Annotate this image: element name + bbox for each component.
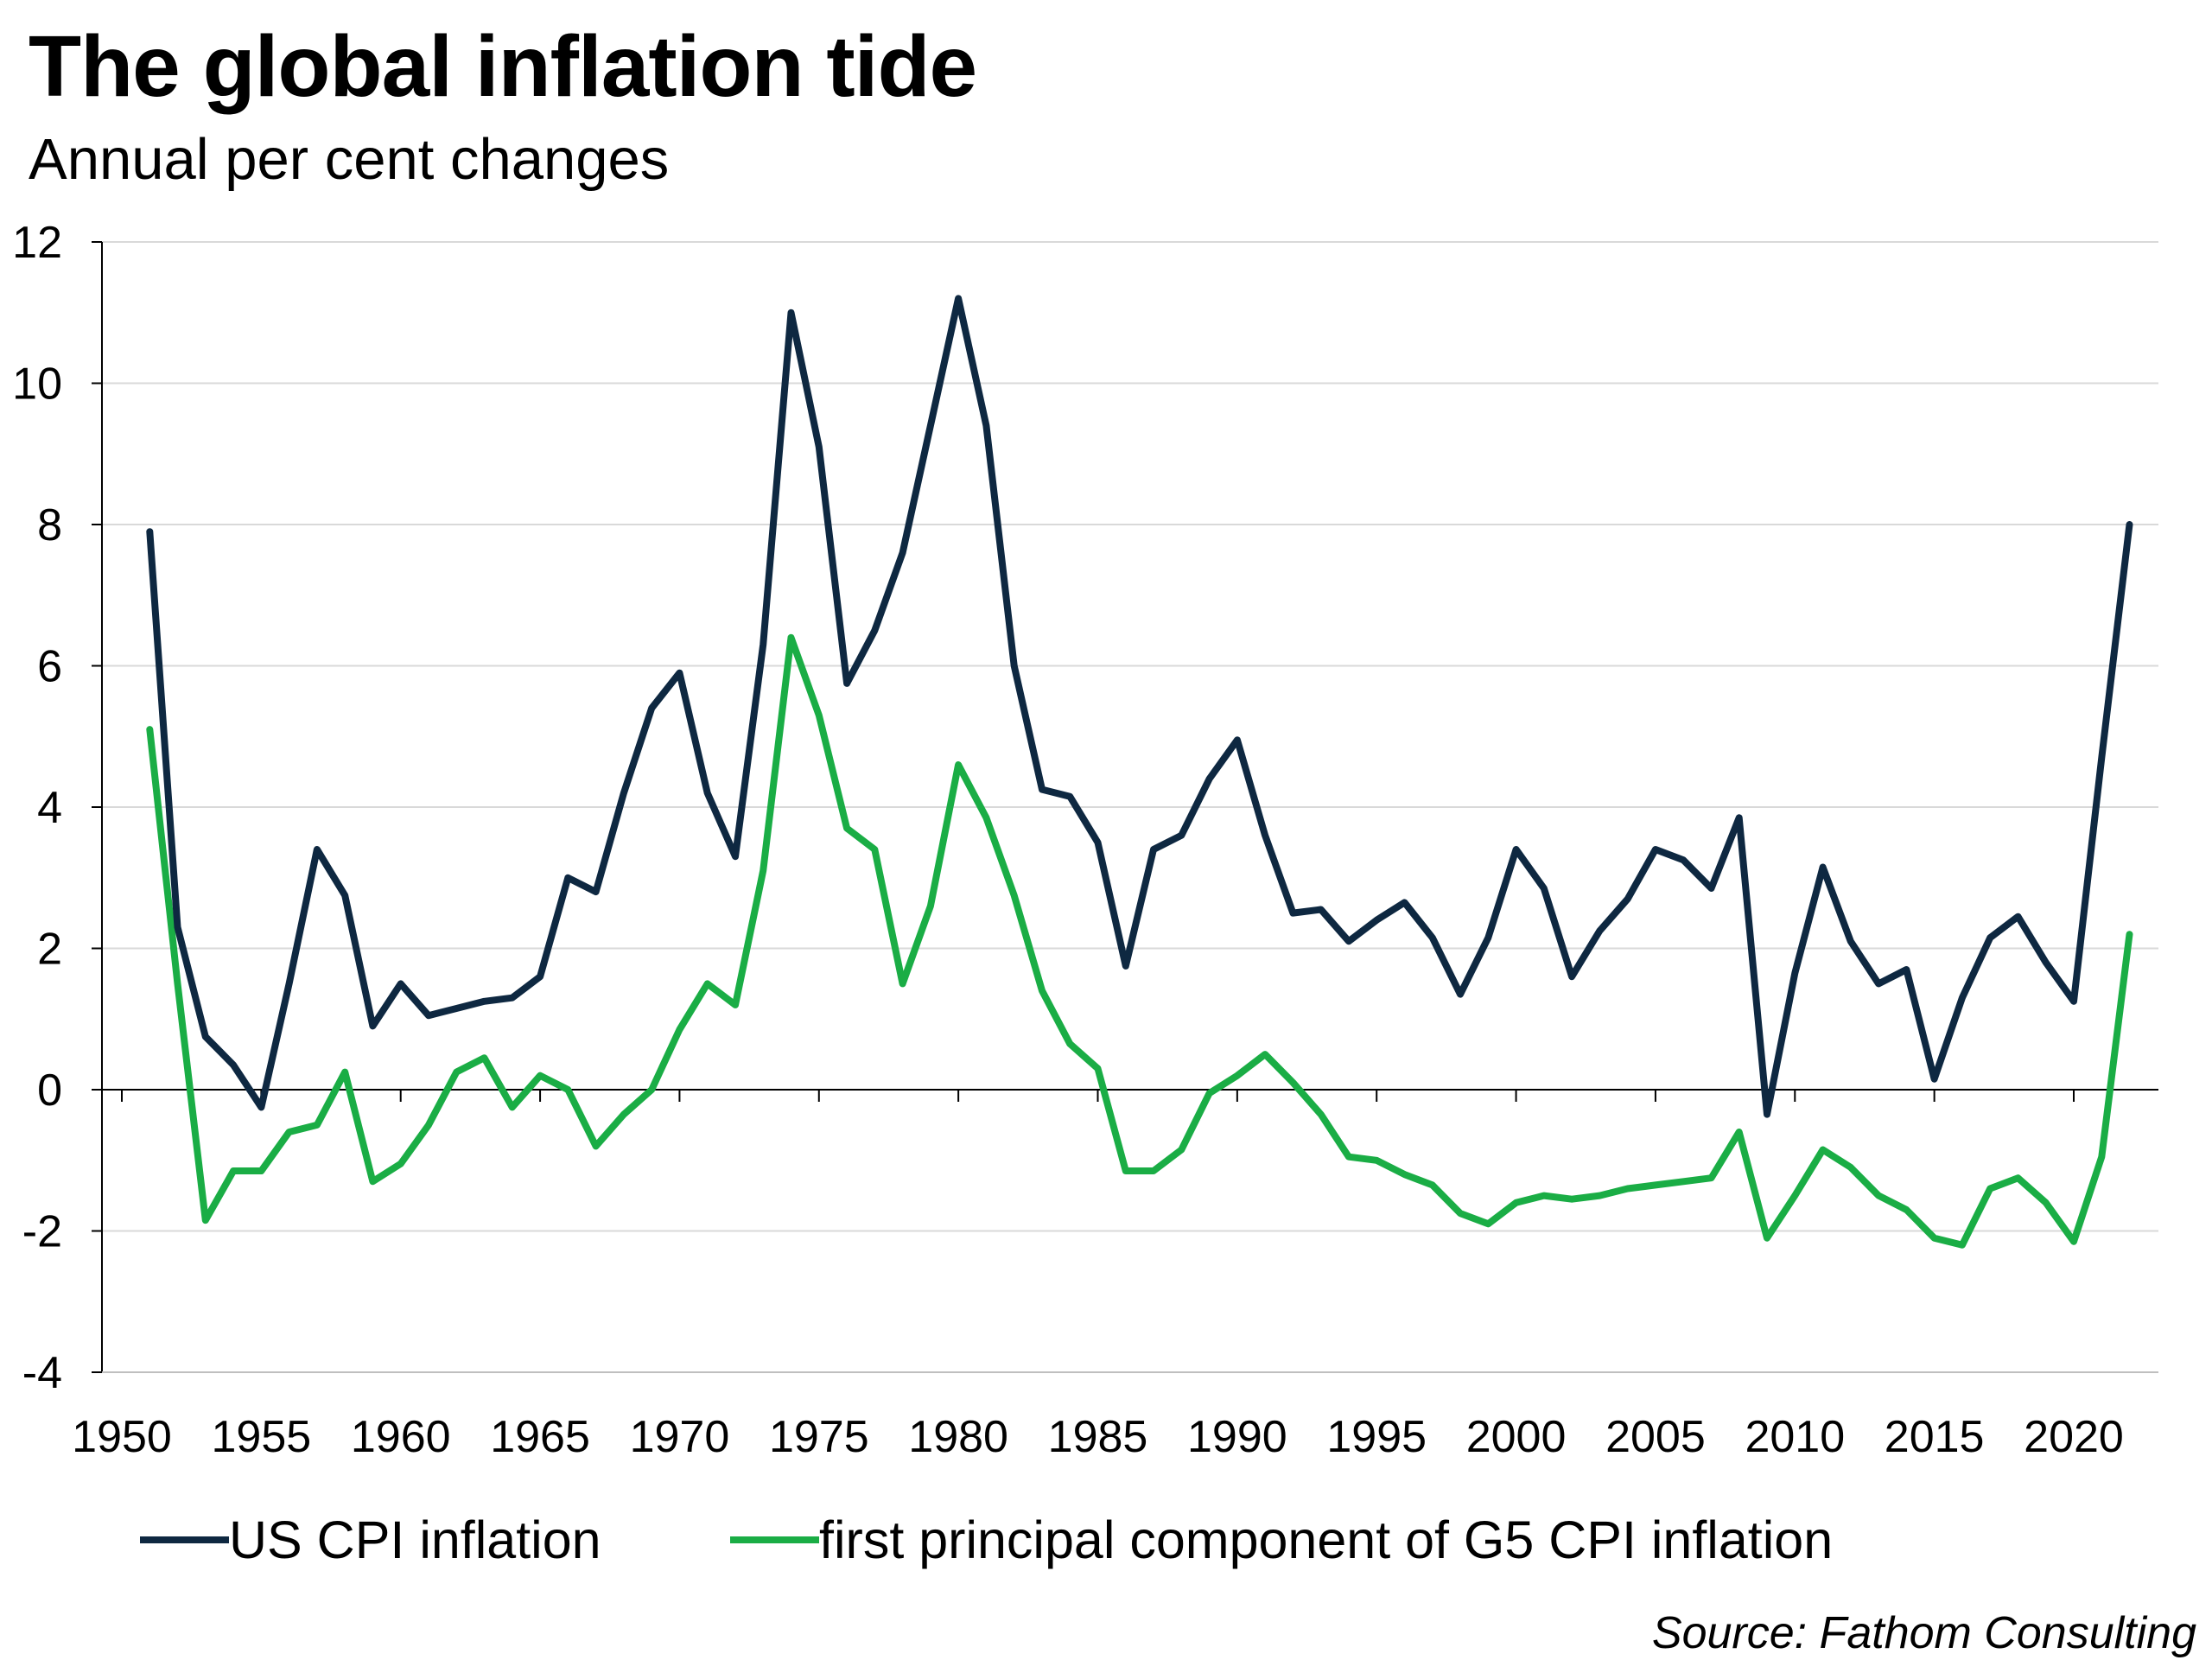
- x-tick-label: 2000: [1466, 1412, 1567, 1462]
- x-tick-label: 2010: [1745, 1412, 1845, 1462]
- x-tick-label: 1985: [1048, 1412, 1148, 1462]
- y-tick-label: 6: [37, 642, 62, 692]
- y-tick-label: 12: [12, 218, 62, 268]
- y-tick-label: 8: [37, 500, 62, 550]
- legend-label-g5-pc: first principal component of G5 CPI infl…: [819, 1511, 1833, 1569]
- x-tick-label: 1965: [490, 1412, 590, 1462]
- x-tick-label: 1955: [212, 1412, 312, 1462]
- x-tick-label: 2020: [2024, 1412, 2124, 1462]
- series-lines: [146, 295, 2133, 1249]
- x-tick-label: 2005: [1605, 1412, 1706, 1462]
- x-tick-label: 1975: [769, 1412, 869, 1462]
- x-tick-label: 2015: [1885, 1412, 1985, 1462]
- chart-title: The global inflation tide: [29, 18, 977, 115]
- series-g5-pc-line: [146, 633, 2133, 1249]
- series-us-cpi-line: [146, 295, 2133, 1118]
- y-tick-label: 2: [37, 925, 62, 975]
- y-tick-label: 10: [12, 359, 62, 410]
- x-tick-label: 1995: [1326, 1412, 1427, 1462]
- gridlines: [102, 241, 2158, 1373]
- y-tick-label: -2: [22, 1207, 62, 1257]
- x-tick-label: 1990: [1187, 1412, 1287, 1462]
- x-tick-label: 1970: [630, 1412, 730, 1462]
- y-tick-label: 4: [37, 783, 62, 833]
- legend-label-us-cpi: US CPI inflation: [229, 1511, 601, 1569]
- x-tick-label: 1980: [908, 1412, 1008, 1462]
- y-tick-label: 0: [37, 1065, 62, 1116]
- x-tick-label: 1950: [72, 1412, 172, 1462]
- x-tick-label: 1960: [351, 1412, 451, 1462]
- legend: US CPI inflation first principal compone…: [140, 1511, 1833, 1569]
- y-tick-label: -4: [22, 1348, 62, 1398]
- chart-subtitle: Annual per cent changes: [29, 127, 670, 192]
- source-note: Source: Fathom Consulting: [1651, 1608, 2196, 1658]
